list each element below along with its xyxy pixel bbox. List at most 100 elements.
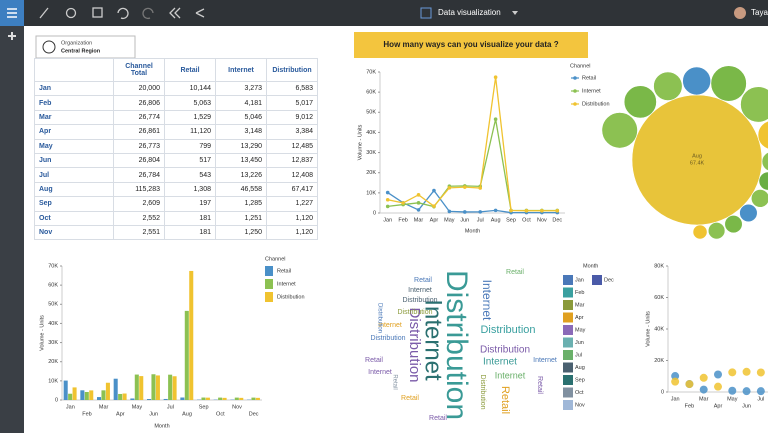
x-axis-label: Month xyxy=(154,423,169,429)
bar xyxy=(134,374,139,400)
legend-swatch xyxy=(563,375,573,385)
y-tick-label: 40K xyxy=(48,321,58,327)
bubble xyxy=(692,224,708,240)
cell: 12,837 xyxy=(266,152,318,169)
bubble xyxy=(653,71,683,101)
legend-label: Internet xyxy=(277,281,296,287)
x-tick-label: Dec xyxy=(552,217,562,223)
legend-swatch xyxy=(563,362,573,373)
banner xyxy=(354,32,588,58)
word: Distribution xyxy=(402,297,437,304)
legend-swatch xyxy=(563,400,573,410)
point xyxy=(385,204,390,209)
y-tick-label: 80K xyxy=(654,263,664,269)
cell: 799 xyxy=(164,138,216,154)
word: Distribution xyxy=(480,345,530,356)
cell: 2,551 xyxy=(113,224,165,241)
title-caret[interactable] xyxy=(512,11,518,15)
bar xyxy=(122,393,127,400)
cell: 26,804 xyxy=(113,152,165,169)
legend-swatch xyxy=(573,102,577,106)
point xyxy=(493,208,498,213)
add-button[interactable] xyxy=(8,32,16,40)
save-icon[interactable] xyxy=(92,7,103,18)
legend-swatch xyxy=(563,312,573,323)
redo-icon[interactable] xyxy=(142,7,154,20)
bubble xyxy=(724,215,743,234)
share-icon[interactable] xyxy=(195,8,205,18)
refresh-icon[interactable] xyxy=(65,7,77,19)
legend-label: Jan xyxy=(575,277,584,283)
row-header: Jul xyxy=(34,167,114,183)
avatar[interactable] xyxy=(734,7,746,19)
word: Retail xyxy=(536,376,543,394)
cell: 2,552 xyxy=(113,210,165,226)
cell: 1,308 xyxy=(164,181,216,198)
back-icon[interactable] xyxy=(169,7,181,19)
table-row: May 26,773 799 13,290 12,485 xyxy=(34,138,318,154)
bar xyxy=(163,398,168,400)
y-tick-label: 20K xyxy=(654,358,664,364)
x-axis-label: Month xyxy=(465,228,480,234)
x-tick-label: Mar xyxy=(699,396,709,402)
data-table: Channel Total Retail Internet Distribution J… xyxy=(34,58,318,241)
point xyxy=(385,197,390,202)
cell: 26,784 xyxy=(113,167,165,183)
legend-label: Aug xyxy=(575,365,585,371)
bar xyxy=(118,393,123,400)
point xyxy=(728,368,737,377)
point xyxy=(728,386,737,395)
column-header: Distribution xyxy=(266,58,318,82)
word: Retail xyxy=(401,395,419,402)
legend-swatch xyxy=(563,337,573,348)
column-header: Channel Total xyxy=(113,58,165,82)
undo-icon[interactable] xyxy=(117,7,129,20)
cell: 13,450 xyxy=(215,152,267,169)
edit-icon[interactable] xyxy=(39,7,49,19)
point xyxy=(671,372,680,381)
table-row: Jan 20,000 10,144 3,273 6,583 xyxy=(34,80,318,97)
y-tick-label: 20K xyxy=(48,359,58,365)
x-tick-label: Mar xyxy=(414,217,424,223)
legend-label: Distribution xyxy=(582,101,610,107)
corner-cell xyxy=(34,58,114,82)
point xyxy=(714,382,722,391)
word: Distribution xyxy=(376,303,382,333)
bar xyxy=(155,375,160,400)
filter-box[interactable] xyxy=(35,35,136,59)
cell: 9,012 xyxy=(266,109,318,126)
word: Internet xyxy=(495,370,526,380)
table-row: Jul 26,784 543 13,226 12,408 xyxy=(34,167,318,183)
cell: 3,273 xyxy=(215,80,267,97)
y-tick-label: 60K xyxy=(366,90,376,96)
word: Distribution xyxy=(480,324,535,336)
cell: 5,017 xyxy=(266,95,318,111)
legend-label: Mar xyxy=(575,302,585,308)
y-tick-label: 10K xyxy=(366,190,376,196)
cell: 13,226 xyxy=(215,167,267,183)
cell: 1,120 xyxy=(266,210,318,226)
y-axis-label: Volume - Units xyxy=(645,311,651,347)
bar xyxy=(97,397,102,400)
cell: 20,000 xyxy=(113,80,165,97)
x-tick-label: Jun xyxy=(460,217,469,223)
bar xyxy=(201,397,206,400)
legend-label: Jun xyxy=(575,340,584,346)
x-tick-label: Feb xyxy=(398,217,407,223)
legend-label: Retail xyxy=(277,268,291,274)
y-tick-label: 50K xyxy=(366,110,376,116)
user-name[interactable]: Taya xyxy=(751,8,768,17)
y-tick-label: 60K xyxy=(48,283,58,289)
cell: 26,806 xyxy=(113,95,165,111)
y-axis-label: Volume - Units xyxy=(357,124,363,160)
y-tick-label: 10K xyxy=(48,378,58,384)
word: Internet xyxy=(420,299,447,381)
word: Distribution xyxy=(370,335,405,342)
bar xyxy=(147,399,152,400)
bubble xyxy=(623,85,657,119)
x-tick-label: Feb xyxy=(685,403,694,409)
bubble xyxy=(710,65,747,102)
word: Internet xyxy=(378,322,402,329)
